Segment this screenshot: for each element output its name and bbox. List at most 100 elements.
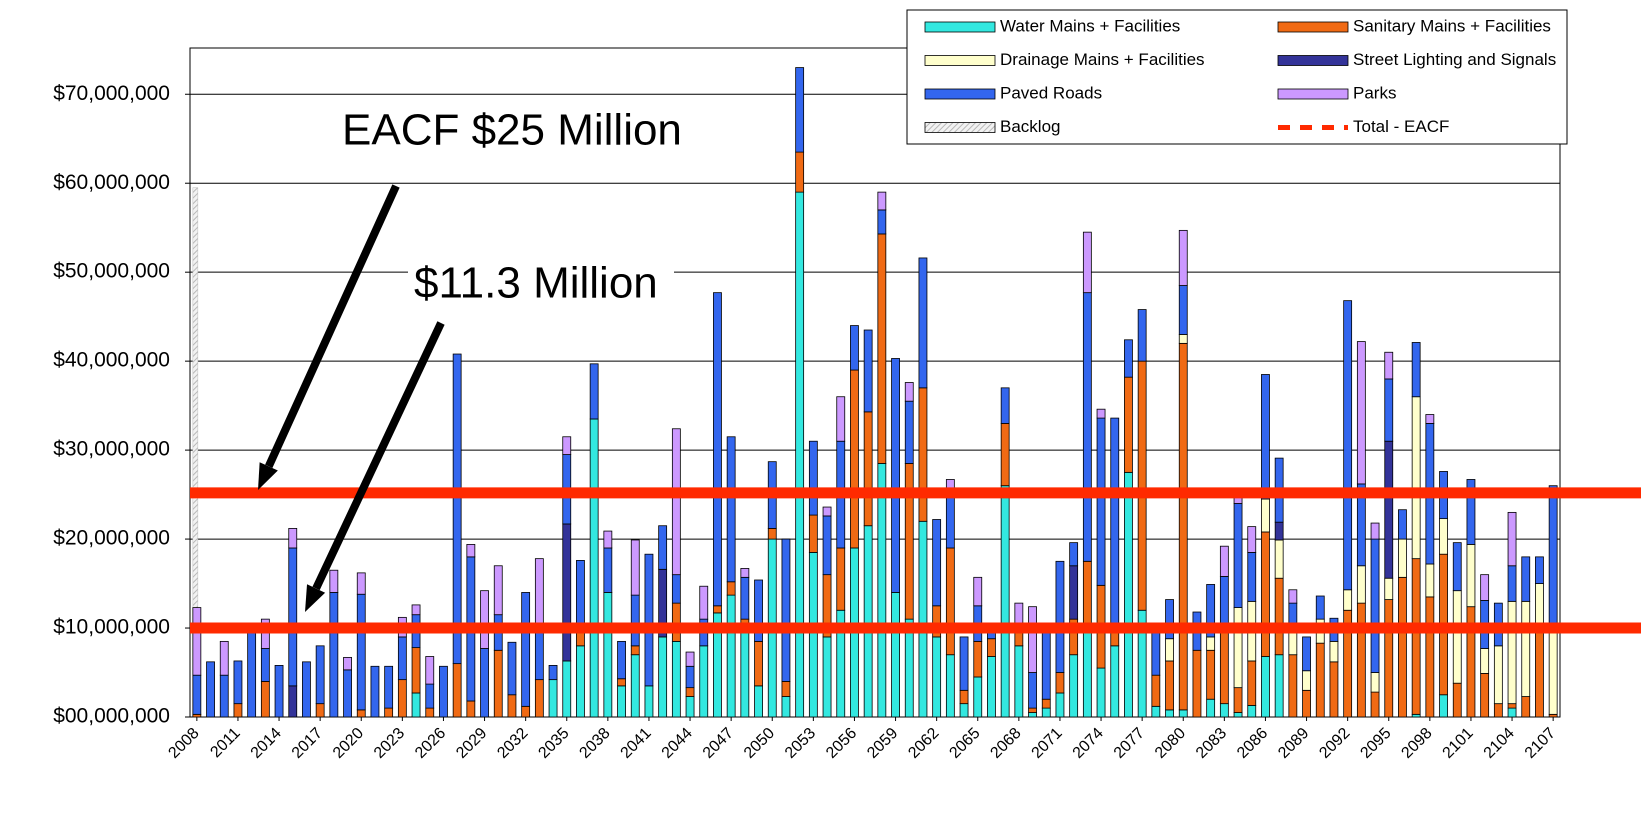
bar-segment [863,329,873,413]
bar-segment [658,636,668,718]
bar-segment [1178,709,1188,718]
bar-segment [576,645,585,718]
bar-segment [493,565,503,616]
bar-segment [274,665,284,718]
bar-segment [1356,602,1366,718]
bar-segment [808,552,818,718]
x-tick-label: 2053 [782,725,819,762]
bar-segment [740,568,750,578]
bar-segment [1370,522,1380,540]
bar-segment [1507,511,1517,567]
bar-segment [1411,558,1421,715]
bar-segment [1192,649,1202,718]
bar-segment [1110,645,1120,718]
bar-segment [1096,408,1106,419]
bar-segment [1014,645,1024,718]
bar-segment [192,713,202,718]
bar-segment [1178,229,1188,286]
bar-segment [603,547,613,593]
x-tick-label: 2035 [535,725,572,762]
bar-segment [1507,703,1517,709]
x-tick-label: 2092 [1316,725,1353,762]
bar-segment [932,519,942,607]
bar-segment [1356,341,1366,485]
bar-segment [795,151,805,193]
bar-segment [439,665,448,718]
bar-segment [1288,654,1298,718]
legend-swatch [924,55,996,66]
bar-segment [521,705,531,718]
bar-segment [233,703,243,718]
bar-segment [1425,563,1435,598]
bar-segment [425,656,435,685]
legend-swatch [924,122,996,133]
bar-segment [1521,556,1531,602]
bar-segment [1233,712,1243,718]
bar-segment [671,574,681,604]
legend-swatch [924,21,996,33]
bar-segment [343,669,352,718]
bar-segment [1261,531,1270,657]
bar-segment [329,592,339,718]
bar-segment [740,576,750,620]
bar-segment [630,539,640,596]
x-tick-label: 2107 [1522,725,1559,762]
bar-segment [1535,583,1544,624]
bar-segment [1548,713,1558,718]
bar-segment [685,696,695,718]
bar-segment [603,530,613,549]
bar-segment [822,636,832,718]
bar-segment [1398,576,1407,718]
bar-segment [740,627,750,718]
annotation: EACF $25 Million [342,106,682,155]
bar-segment [356,572,366,595]
legend-label: Street Lighting and Signals [1353,50,1556,69]
bar-segment [1452,682,1462,718]
x-tick-label: 2038 [576,725,613,762]
x-tick-label: 2047 [700,725,737,762]
bar-segment [1370,691,1380,718]
bar-segment [1384,378,1394,442]
bar-segment [1411,396,1421,560]
bar-segment [685,687,695,697]
bar-segment [671,428,681,576]
bar-segment [1507,707,1517,718]
arrow-head [305,584,326,612]
bar-segment [493,649,503,718]
bar-segment [671,640,681,718]
legend-swatch [1277,21,1349,33]
bar-segment [1274,539,1284,579]
bar-segment [576,560,585,624]
bar-segment [206,661,215,718]
bar-segment [918,520,928,718]
bar-segment [904,382,914,402]
y-tick-label: $70,000,000 [53,82,170,105]
bar-segment [1069,542,1079,567]
bar-segment [1069,654,1079,718]
y-tick-label: $00,000,000 [53,705,170,728]
bar-segment [1288,632,1298,656]
bar-segment [1411,713,1421,718]
bar-segment [1343,589,1353,611]
bar-segment [1384,440,1394,579]
bar-segment [1343,300,1353,591]
bar-segment [617,678,626,687]
bar-segment [1096,667,1106,718]
bar-segment [548,665,558,681]
bar-segment [1370,672,1380,693]
bar-segment [644,685,654,718]
bar-segment [918,387,928,522]
bar-segment [1548,624,1558,715]
bar-segment [315,703,325,718]
bar-segment [1178,342,1188,711]
bar-segment [1124,471,1133,718]
x-tick-label: 2008 [165,725,202,762]
bar-segment [1069,565,1079,620]
bar-segment [1493,703,1503,718]
bar-segment [781,538,791,682]
bar-segment [781,681,791,697]
bar-segment [466,700,476,718]
bar-segment [1055,560,1065,673]
bar-segment [1439,694,1448,718]
